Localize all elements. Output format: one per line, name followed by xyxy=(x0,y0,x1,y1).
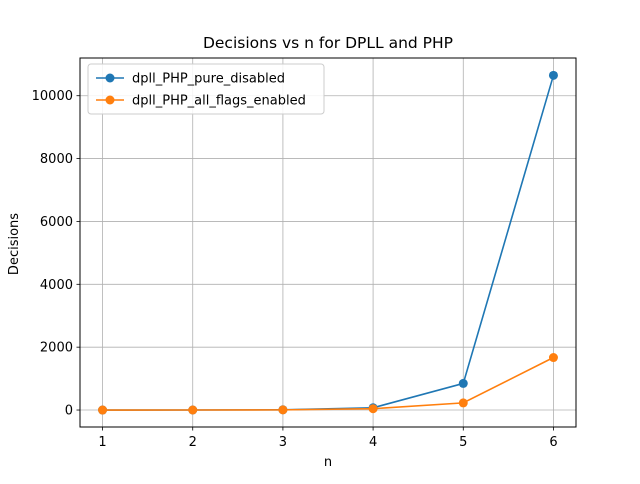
legend-box xyxy=(87,63,325,115)
data-point xyxy=(458,398,468,408)
axis-ticks: 1 2 3 4 5 6 0 2000 4000 6000 8000 10000 xyxy=(32,89,558,450)
x-axis-label: n xyxy=(324,455,332,470)
data-point xyxy=(458,378,468,388)
legend-marker xyxy=(105,95,115,105)
y-tick-label: 2000 xyxy=(40,341,73,356)
legend-item: dpll_PHP_all_flags_enabled xyxy=(96,94,306,109)
data-point xyxy=(188,405,198,415)
y-axis-label: Decisions xyxy=(7,213,22,275)
y-tick-label: 0 xyxy=(65,404,73,419)
y-tick-label: 4000 xyxy=(40,278,73,293)
x-tick-label: 2 xyxy=(189,435,197,450)
legend-marker xyxy=(105,73,115,83)
data-point xyxy=(368,404,378,414)
legend-item: dpll_PHP_pure_disabled xyxy=(96,72,285,87)
x-tick-label: 6 xyxy=(549,435,557,450)
y-tick-label: 6000 xyxy=(40,215,73,230)
chart-title: Decisions vs n for DPLL and PHP xyxy=(203,34,453,52)
data-point xyxy=(548,353,558,363)
grid-lines xyxy=(80,58,576,427)
series-line xyxy=(102,356,554,411)
plot-frame xyxy=(79,57,577,428)
data-point xyxy=(278,405,288,415)
x-tick-label: 5 xyxy=(459,435,467,450)
y-tick-label: 10000 xyxy=(32,89,73,104)
y-tick-label: 8000 xyxy=(40,152,73,167)
series-2 xyxy=(98,353,558,415)
legend: dpll_PHP_pure_disabled dpll_PHP_all_flags… xyxy=(87,63,325,115)
x-tick-label: 1 xyxy=(98,435,106,450)
data-point xyxy=(548,70,558,80)
series-layer xyxy=(98,70,558,415)
legend-label: dpll_PHP_all_flags_enabled xyxy=(132,94,306,109)
data-point xyxy=(98,405,108,415)
x-tick-label: 3 xyxy=(279,435,287,450)
x-tick-label: 4 xyxy=(369,435,377,450)
legend-label: dpll_PHP_pure_disabled xyxy=(132,72,285,87)
